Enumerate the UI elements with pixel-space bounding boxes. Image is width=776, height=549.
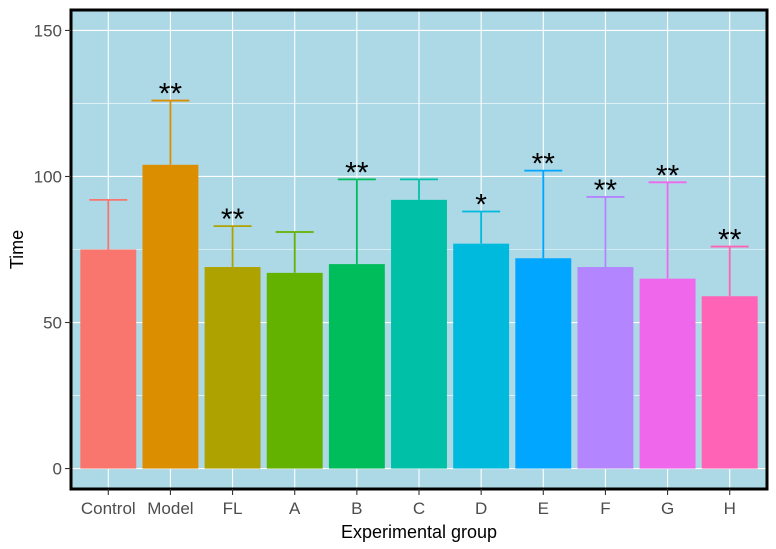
significance-labels-group: *********** **** [159, 78, 742, 257]
bar-a [266, 272, 323, 469]
y-tick-label: 150 [34, 21, 62, 40]
y-axis-ticks: 0 50 100 150 [34, 21, 71, 479]
bar-e [515, 258, 572, 469]
bar-g [639, 278, 696, 469]
x-tick-label: E [538, 499, 549, 518]
error-bar-d [462, 210, 501, 244]
bar-b [328, 264, 385, 469]
bar-model [142, 164, 199, 469]
significance-label-b: ** [345, 156, 369, 189]
error-bar-f [586, 196, 625, 268]
error-bar-a [275, 231, 314, 273]
bar-d [453, 243, 510, 469]
x-tick-label: Model [147, 499, 193, 518]
significance-label-f: ** [594, 174, 618, 207]
significance-label-h: ** [718, 224, 742, 257]
significance-label-g: ** [656, 159, 680, 192]
error-bar-control [89, 198, 128, 250]
significance-label-fl: ** [221, 203, 245, 236]
x-axis-ticks: Control Model FL A B C D E F G H [81, 489, 736, 518]
bar-f [577, 267, 634, 469]
significance-label-e: ** [532, 148, 556, 181]
error-bar-g [648, 181, 687, 279]
x-tick-label: D [475, 499, 487, 518]
x-tick-label: FL [223, 499, 243, 518]
error-bar-e [524, 169, 563, 259]
error-bar-b [337, 178, 376, 265]
error-bar-h [710, 245, 749, 297]
significance-label-d: * [475, 189, 487, 222]
x-tick-label: Control [81, 499, 136, 518]
x-axis-title: Experimental group [341, 522, 497, 542]
x-tick-label: C [413, 499, 425, 518]
x-tick-label: H [724, 499, 736, 518]
error-bar-fl [213, 225, 252, 268]
error-bar-model [151, 99, 190, 165]
bar-control [80, 249, 137, 469]
y-tick-label: 100 [34, 167, 62, 186]
y-axis-title: Time [7, 230, 27, 269]
x-tick-label: B [351, 499, 362, 518]
x-tick-label: G [661, 499, 674, 518]
error-bar-c [399, 178, 439, 200]
significance-label-model: ** [159, 78, 183, 111]
error-bars-group [89, 99, 749, 297]
bar-fl [204, 267, 261, 469]
y-tick-label: 50 [43, 314, 62, 333]
x-tick-label: A [289, 499, 301, 518]
bar-h [701, 296, 758, 469]
y-tick-label: 0 [53, 460, 62, 479]
bars-group [80, 164, 758, 469]
bar-c [391, 199, 447, 469]
x-tick-label: F [600, 499, 610, 518]
